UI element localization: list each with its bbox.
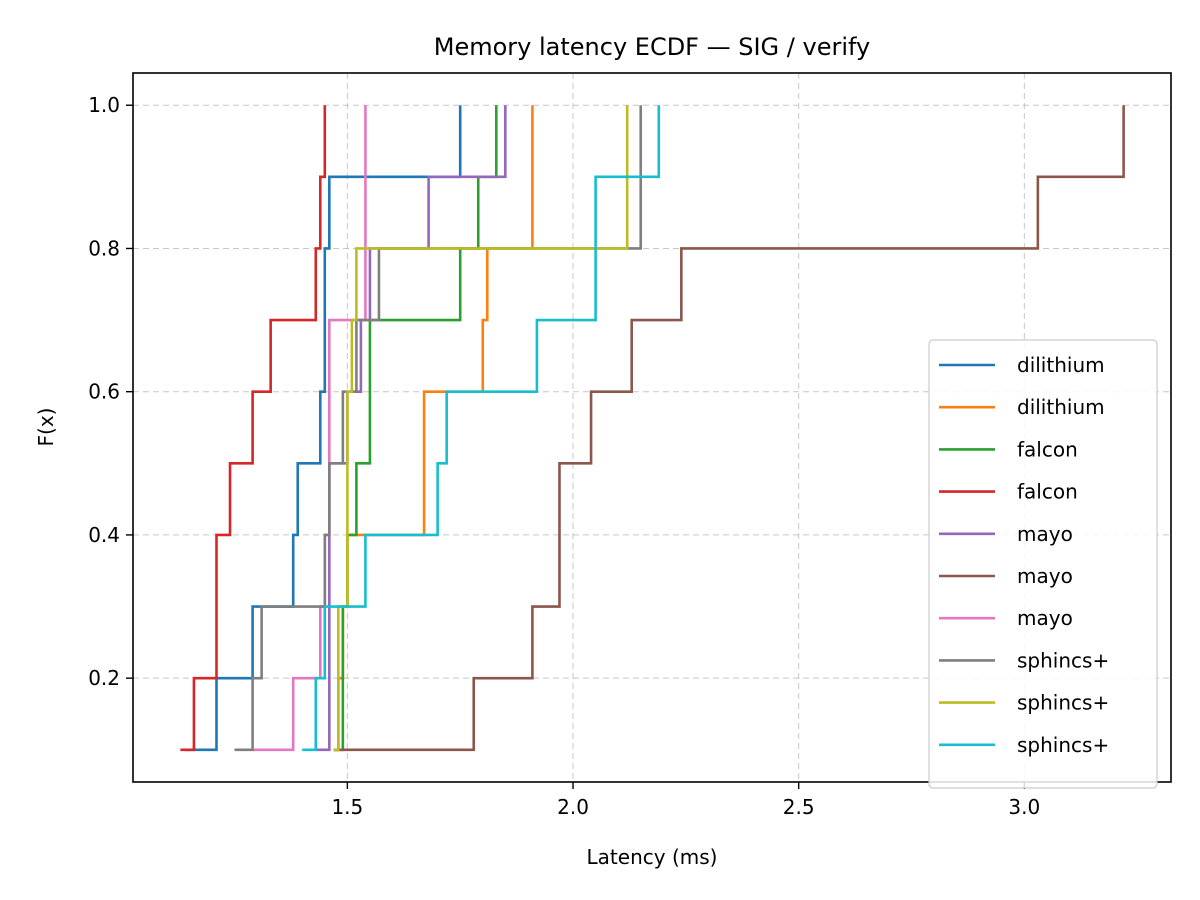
series-line-3-falcon bbox=[180, 105, 327, 752]
y-tick-label: 0.4 bbox=[88, 523, 120, 547]
series-line-7-sphincs bbox=[234, 105, 643, 752]
y-tick-label: 0.2 bbox=[88, 666, 120, 690]
x-axis-label: Latency (ms) bbox=[587, 845, 718, 869]
legend-label: sphincs+ bbox=[1017, 691, 1109, 715]
legend-label: mayo bbox=[1017, 564, 1073, 588]
legend-label: mayo bbox=[1017, 606, 1073, 630]
plot-area-frame bbox=[132, 72, 1172, 783]
legend-label: falcon bbox=[1017, 437, 1078, 461]
y-tick-label: 1.0 bbox=[88, 93, 120, 117]
legend-label: sphincs+ bbox=[1017, 733, 1109, 757]
series-line-8-sphincs bbox=[333, 105, 629, 752]
y-tick-label: 0.6 bbox=[88, 380, 120, 404]
legend-label: dilithium bbox=[1017, 395, 1105, 419]
legend-label: mayo bbox=[1017, 522, 1073, 546]
legend: dilithium dilithium falcon falcon mayo mayo ma… bbox=[928, 339, 1158, 789]
series-line-9-sphincs bbox=[302, 105, 661, 752]
legend-box bbox=[928, 339, 1158, 789]
legend-label: dilithium bbox=[1017, 353, 1105, 377]
series-layer bbox=[180, 105, 1125, 752]
x-tick-label: 1.5 bbox=[331, 795, 363, 819]
x-tick-label: 3.0 bbox=[1008, 795, 1040, 819]
chart-title: Memory latency ECDF — SIG / verify bbox=[434, 33, 870, 61]
x-tick-label: 2.5 bbox=[783, 795, 815, 819]
legend-label: falcon bbox=[1017, 480, 1078, 504]
y-tick-label: 0.8 bbox=[88, 236, 120, 260]
series-line-0-dilithium bbox=[184, 105, 462, 752]
x-tick-label: 2.0 bbox=[557, 795, 589, 819]
y-axis: 0.2 0.4 0.6 0.8 1.0 bbox=[88, 93, 133, 690]
legend-label: sphincs+ bbox=[1017, 648, 1109, 672]
y-axis-label: F(x) bbox=[34, 408, 58, 447]
series-line-5-mayo bbox=[333, 105, 1125, 752]
x-axis: 1.5 2.0 2.5 3.0 bbox=[331, 782, 1040, 819]
